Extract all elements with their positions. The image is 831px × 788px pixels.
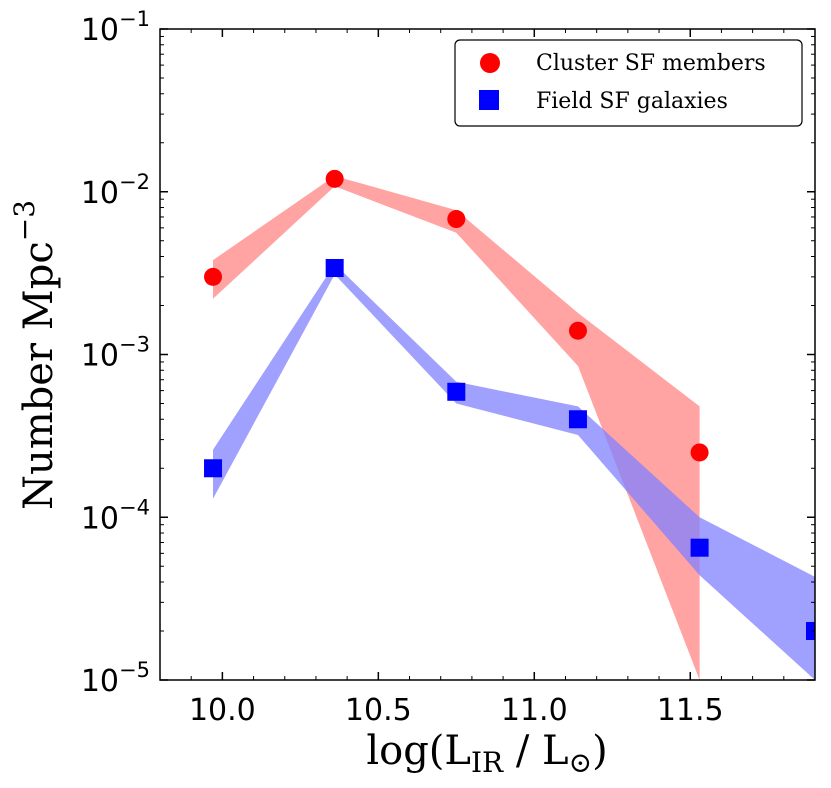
point-cluster (568, 321, 587, 340)
point-field (447, 382, 466, 401)
x-tick-label: 10.5 (345, 693, 412, 728)
point-cluster (447, 210, 466, 229)
x-tick-label: 11.0 (501, 693, 568, 728)
y-tick-label: 10−4 (81, 495, 150, 536)
point-field (568, 410, 587, 429)
point-field (204, 459, 223, 478)
y-tick-label: 10−3 (81, 333, 150, 374)
legend: Cluster SF members Field SF galaxies (454, 39, 803, 127)
point-field (690, 538, 709, 557)
band-field (213, 264, 815, 680)
x-axis-ticks: 10.0 10.5 11.0 11.5 (189, 29, 785, 728)
point-cluster (690, 443, 709, 462)
point-cluster (325, 169, 344, 188)
legend-marker-cluster (480, 53, 500, 73)
y-axis-label: Number Mpc−3 (8, 200, 62, 510)
x-tick-label: 11.5 (657, 693, 724, 728)
y-tick-label: 10−1 (81, 7, 150, 48)
x-tick-label: 10.0 (189, 693, 256, 728)
y-axis-ticks: 10−5 10−4 10−3 10−2 10−1 (81, 7, 815, 699)
point-field (325, 259, 344, 278)
x-axis-label: log(LIR / L⊙) (366, 728, 607, 779)
point-cluster (204, 267, 223, 286)
legend-label-cluster: Cluster SF members (536, 51, 766, 76)
legend-marker-field (479, 90, 499, 110)
legend-box (454, 39, 803, 127)
legend-label-field: Field SF galaxies (536, 89, 728, 114)
band-cluster (213, 176, 700, 680)
y-tick-label: 10−5 (81, 658, 150, 699)
data-markers (204, 169, 815, 641)
point-field (806, 622, 815, 641)
y-tick-label: 10−2 (81, 170, 150, 211)
confidence-bands (213, 176, 815, 680)
